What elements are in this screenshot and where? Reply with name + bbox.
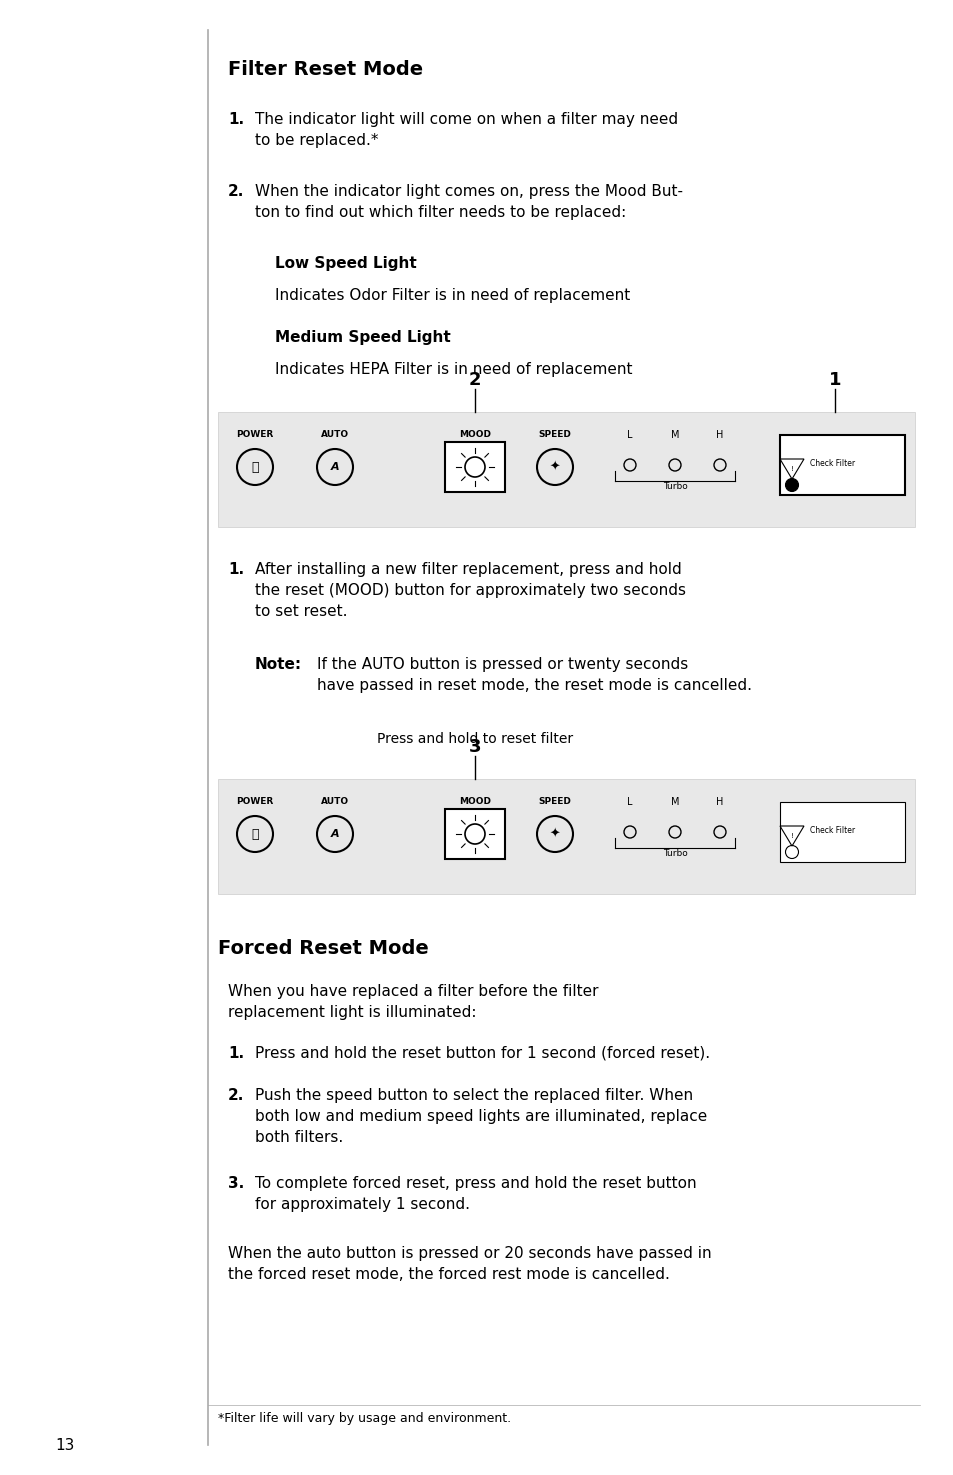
Text: Push the speed button to select the replaced filter. When
both low and medium sp: Push the speed button to select the repl… bbox=[254, 1089, 706, 1145]
Text: ✦: ✦ bbox=[549, 827, 559, 841]
Text: MOOD: MOOD bbox=[458, 796, 491, 805]
Text: When the indicator light comes on, press the Mood But-
ton to find out which fil: When the indicator light comes on, press… bbox=[254, 184, 682, 220]
FancyBboxPatch shape bbox=[780, 435, 904, 496]
Text: ✦: ✦ bbox=[549, 460, 559, 473]
Text: After installing a new filter replacement, press and hold
the reset (MOOD) butto: After installing a new filter replacemen… bbox=[254, 562, 685, 620]
Text: 1.: 1. bbox=[228, 112, 244, 127]
Text: 2.: 2. bbox=[228, 184, 244, 199]
Text: !: ! bbox=[790, 466, 793, 472]
Text: M: M bbox=[670, 796, 679, 807]
Text: 13: 13 bbox=[55, 1438, 74, 1453]
Text: If the AUTO button is pressed or twenty seconds
have passed in reset mode, the r: If the AUTO button is pressed or twenty … bbox=[316, 656, 751, 693]
FancyBboxPatch shape bbox=[218, 412, 914, 527]
Text: 3.: 3. bbox=[228, 1176, 244, 1190]
Text: Note:: Note: bbox=[254, 656, 302, 673]
Text: Low Speed Light: Low Speed Light bbox=[274, 257, 416, 271]
Text: Check Filter: Check Filter bbox=[809, 826, 854, 835]
Text: SPEED: SPEED bbox=[538, 796, 571, 805]
Text: L: L bbox=[626, 796, 632, 807]
Text: The indicator light will come on when a filter may need
to be replaced.*: The indicator light will come on when a … bbox=[254, 112, 678, 148]
Text: Indicates HEPA Filter is in need of replacement: Indicates HEPA Filter is in need of repl… bbox=[274, 361, 632, 378]
Text: !: ! bbox=[790, 833, 793, 839]
Text: Indicates Odor Filter is in need of replacement: Indicates Odor Filter is in need of repl… bbox=[274, 288, 630, 302]
Text: *Filter life will vary by usage and environment.: *Filter life will vary by usage and envi… bbox=[218, 1412, 511, 1425]
Text: AUTO: AUTO bbox=[320, 431, 349, 440]
Text: AUTO: AUTO bbox=[320, 796, 349, 805]
Text: M: M bbox=[670, 431, 679, 440]
FancyBboxPatch shape bbox=[444, 442, 504, 493]
Text: A: A bbox=[331, 462, 339, 472]
Text: ⏻: ⏻ bbox=[251, 460, 258, 473]
Text: Turbo: Turbo bbox=[662, 482, 687, 491]
Text: To complete forced reset, press and hold the reset button
for approximately 1 se: To complete forced reset, press and hold… bbox=[254, 1176, 696, 1212]
Text: Filter Reset Mode: Filter Reset Mode bbox=[228, 60, 423, 80]
Circle shape bbox=[784, 478, 798, 491]
Text: POWER: POWER bbox=[236, 796, 274, 805]
Text: ⏻: ⏻ bbox=[251, 827, 258, 841]
Text: Medium Speed Light: Medium Speed Light bbox=[274, 330, 450, 345]
Text: 2: 2 bbox=[468, 372, 480, 389]
Text: L: L bbox=[626, 431, 632, 440]
Text: 3: 3 bbox=[468, 738, 480, 757]
Text: 1.: 1. bbox=[228, 562, 244, 577]
Text: When you have replaced a filter before the filter
replacement light is illuminat: When you have replaced a filter before t… bbox=[228, 984, 598, 1021]
Text: SPEED: SPEED bbox=[538, 431, 571, 440]
Text: MOOD: MOOD bbox=[458, 431, 491, 440]
Text: Press and hold to reset filter: Press and hold to reset filter bbox=[376, 732, 573, 746]
FancyBboxPatch shape bbox=[444, 808, 504, 858]
Text: 1: 1 bbox=[828, 372, 841, 389]
Text: POWER: POWER bbox=[236, 431, 274, 440]
Text: Check Filter: Check Filter bbox=[809, 459, 854, 468]
Text: When the auto button is pressed or 20 seconds have passed in
the forced reset mo: When the auto button is pressed or 20 se… bbox=[228, 1246, 711, 1282]
Text: Turbo: Turbo bbox=[662, 850, 687, 858]
Text: A: A bbox=[331, 829, 339, 839]
Text: Press and hold the reset button for 1 second (forced reset).: Press and hold the reset button for 1 se… bbox=[254, 1046, 709, 1061]
FancyBboxPatch shape bbox=[218, 779, 914, 894]
Text: 1.: 1. bbox=[228, 1046, 244, 1061]
Text: H: H bbox=[716, 431, 723, 440]
Text: Forced Reset Mode: Forced Reset Mode bbox=[218, 940, 428, 957]
FancyBboxPatch shape bbox=[780, 802, 904, 861]
Text: 2.: 2. bbox=[228, 1089, 244, 1103]
Text: H: H bbox=[716, 796, 723, 807]
